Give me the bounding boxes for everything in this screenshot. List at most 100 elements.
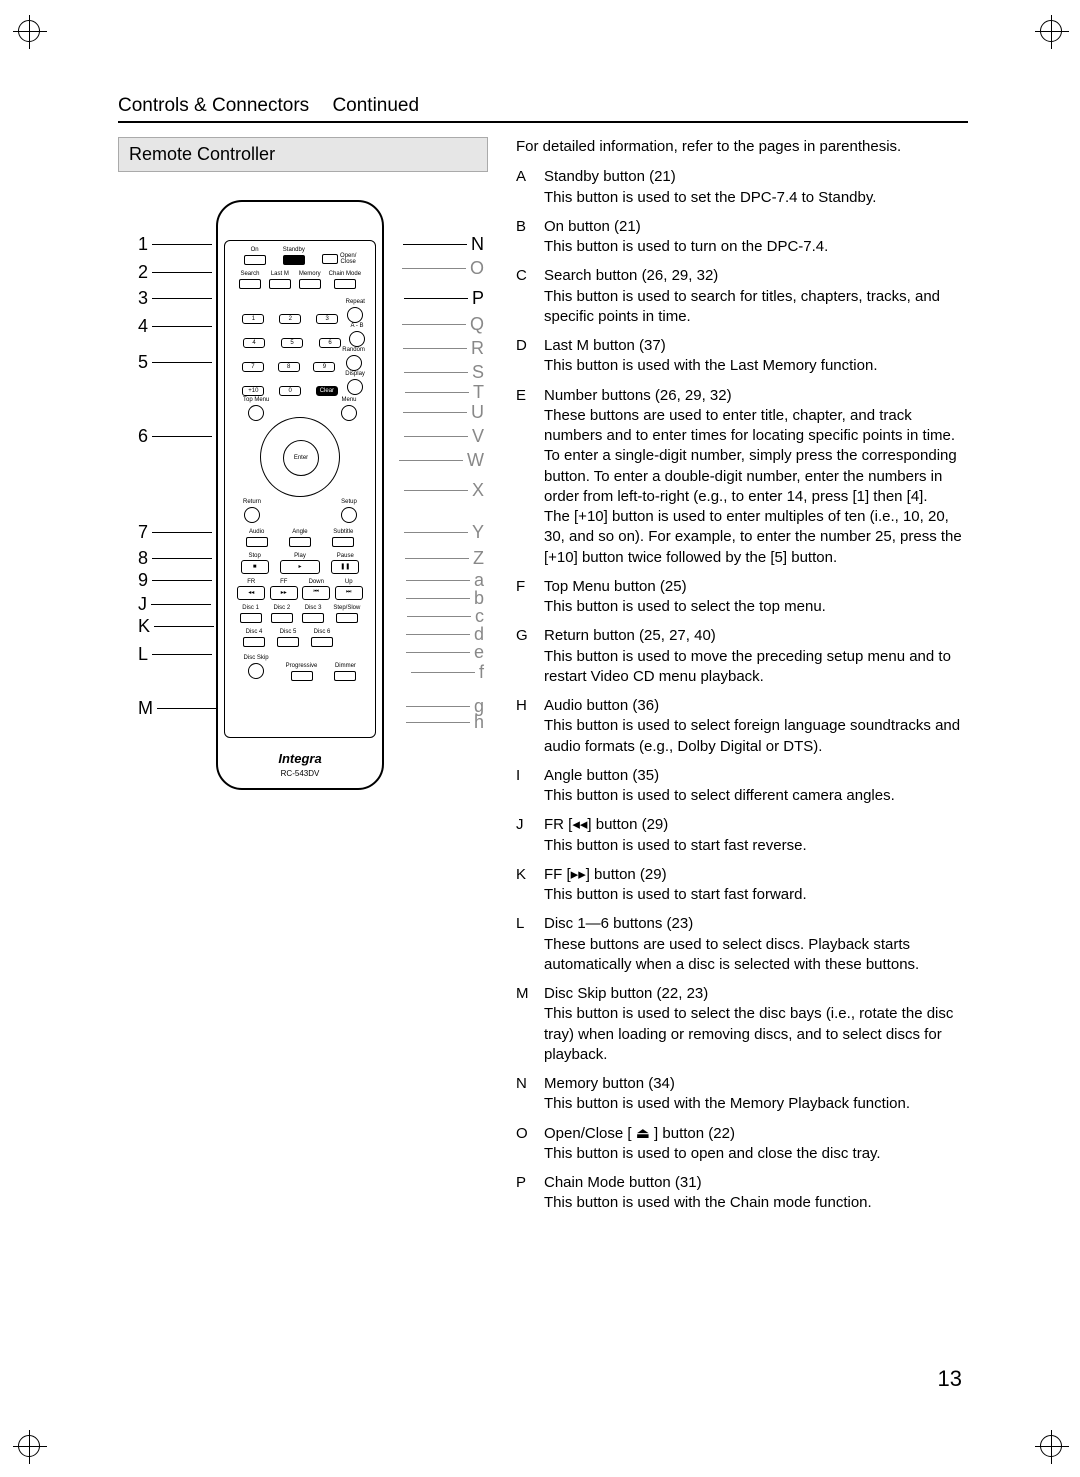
- remote-body: On Standby Open/ Close Search Last M Mem…: [216, 200, 384, 790]
- desc-title: Top Menu button (25): [544, 577, 968, 597]
- desc-item-N: NMemory button (34)This button is used w…: [516, 1074, 968, 1115]
- page-content: Controls & Connectors Continued Remote C…: [118, 95, 968, 1223]
- registration-mark: [1040, 20, 1062, 42]
- callout-left-9: 9: [138, 570, 216, 591]
- desc-body: Disc 1—6 buttons (23)These buttons are u…: [544, 914, 968, 975]
- desc-title: Number buttons (26, 29, 32): [544, 386, 968, 406]
- desc-text: This button is used with the Last Memory…: [544, 356, 968, 376]
- num-plus10: +10: [242, 386, 264, 396]
- desc-item-H: HAudio button (36)This button is used to…: [516, 696, 968, 757]
- desc-letter: I: [516, 766, 544, 807]
- desc-title: On button (21): [544, 217, 968, 237]
- desc-text: This button is used to set the DPC-7.4 t…: [544, 188, 968, 208]
- desc-item-I: IAngle button (35)This button is used to…: [516, 766, 968, 807]
- callout-left-7: 7: [138, 522, 216, 543]
- description-list: AStandby button (21)This button is used …: [516, 167, 968, 1213]
- desc-letter: C: [516, 266, 544, 327]
- desc-title: Chain Mode button (31): [544, 1173, 968, 1193]
- num-0: 0: [279, 386, 301, 396]
- page-number: 13: [938, 1366, 962, 1392]
- callout-right-Q: Q: [398, 314, 484, 335]
- remote-diagram: 123456789JKLM NOPQRSTUVWXYZabcdefgh On S…: [118, 190, 488, 830]
- remote-model: RC-543DV: [218, 769, 382, 778]
- desc-letter: B: [516, 217, 544, 258]
- section-title: Remote Controller: [118, 137, 488, 172]
- desc-body: FR [◂◂] button (29)This button is used t…: [544, 815, 968, 856]
- desc-text: These buttons are used to enter title, c…: [544, 406, 968, 568]
- desc-body: Search button (26, 29, 32)This button is…: [544, 266, 968, 327]
- desc-title: Open/Close [ ⏏ ] button (22): [544, 1124, 968, 1144]
- disc6-button: Disc 6: [311, 629, 333, 647]
- callout-right-Z: Z: [401, 548, 484, 569]
- disc1-button: Disc 1: [240, 605, 262, 623]
- desc-title: Memory button (34): [544, 1074, 968, 1094]
- stop-button: Stop■: [241, 553, 269, 574]
- desc-letter: A: [516, 167, 544, 208]
- desc-item-G: GReturn button (25, 27, 40)This button i…: [516, 626, 968, 687]
- angle-button: Angle: [289, 529, 311, 547]
- callout-right-U: U: [399, 402, 484, 423]
- remote-inner-frame: On Standby Open/ Close Search Last M Mem…: [224, 240, 376, 738]
- desc-title: Last M button (37): [544, 336, 968, 356]
- callout-right-P: P: [400, 288, 484, 309]
- desc-item-L: LDisc 1—6 buttons (23)These buttons are …: [516, 914, 968, 975]
- desc-item-O: OOpen/Close [ ⏏ ] button (22)This button…: [516, 1124, 968, 1165]
- desc-text: This button is used to move the precedin…: [544, 647, 968, 688]
- desc-title: Standby button (21): [544, 167, 968, 187]
- down-button: Down⏮: [302, 579, 330, 600]
- callout-right-S: S: [400, 362, 484, 383]
- desc-text: This button is used to turn on the DPC-7…: [544, 237, 968, 257]
- desc-text: This button is used to select different …: [544, 786, 968, 806]
- desc-text: These buttons are used to select discs. …: [544, 935, 968, 976]
- open-close-button: Open/ Close: [322, 253, 356, 265]
- stepslow-button: Step/Slow: [333, 605, 360, 623]
- subtitle-button: Subtitle: [332, 529, 354, 547]
- desc-text: This button is used with the Memory Play…: [544, 1094, 968, 1114]
- callout-left-4: 4: [138, 316, 216, 337]
- callout-left-L: L: [138, 644, 216, 665]
- display-button: Display: [345, 371, 365, 397]
- desc-text: This button is used to select the top me…: [544, 597, 968, 617]
- dimmer-button: Dimmer: [334, 663, 356, 681]
- callout-left-J: J: [138, 594, 215, 615]
- progressive-button: Progressive: [286, 663, 318, 681]
- desc-text: This button is used to search for titles…: [544, 287, 968, 328]
- desc-body: Number buttons (26, 29, 32)These buttons…: [544, 386, 968, 568]
- desc-text: This button is used to start fast forwar…: [544, 885, 968, 905]
- callout-right-W: W: [395, 450, 484, 471]
- enter-button: Enter: [283, 440, 319, 476]
- intro-text: For detailed information, refer to the p…: [516, 137, 968, 157]
- desc-letter: J: [516, 815, 544, 856]
- desc-item-M: MDisc Skip button (22, 23)This button is…: [516, 984, 968, 1065]
- desc-body: Chain Mode button (31)This button is use…: [544, 1173, 968, 1214]
- desc-item-K: KFF [▸▸] button (29)This button is used …: [516, 865, 968, 906]
- desc-text: This button is used to select foreign la…: [544, 716, 968, 757]
- desc-letter: M: [516, 984, 544, 1065]
- return-button: Return: [243, 499, 261, 525]
- callout-right-X: X: [400, 480, 484, 501]
- callout-right-R: R: [399, 338, 484, 359]
- callouts-left: 123456789JKLM: [118, 190, 208, 830]
- callout-right-V: V: [400, 426, 484, 447]
- callout-left-8: 8: [138, 548, 216, 569]
- desc-title: Search button (26, 29, 32): [544, 266, 968, 286]
- remote-brand: Integra: [218, 751, 382, 766]
- left-column: Remote Controller 123456789JKLM NOPQRSTU…: [118, 137, 488, 1223]
- desc-body: Open/Close [ ⏏ ] button (22)This button …: [544, 1124, 968, 1165]
- desc-body: Standby button (21)This button is used t…: [544, 167, 968, 208]
- desc-body: Disc Skip button (22, 23)This button is …: [544, 984, 968, 1065]
- desc-letter: O: [516, 1124, 544, 1165]
- header-title: Controls & Connectors: [118, 95, 309, 116]
- desc-item-P: PChain Mode button (31)This button is us…: [516, 1173, 968, 1214]
- desc-body: Memory button (34)This button is used wi…: [544, 1074, 968, 1115]
- desc-text: This button is used to select the disc b…: [544, 1004, 968, 1065]
- lastm-button: Last M: [269, 271, 291, 289]
- desc-letter: P: [516, 1173, 544, 1214]
- search-button: Search: [239, 271, 261, 289]
- desc-letter: L: [516, 914, 544, 975]
- callout-right-N: N: [399, 234, 484, 255]
- audio-button: Audio: [246, 529, 268, 547]
- registration-mark: [1040, 1435, 1062, 1457]
- registration-mark: [18, 1435, 40, 1457]
- desc-letter: N: [516, 1074, 544, 1115]
